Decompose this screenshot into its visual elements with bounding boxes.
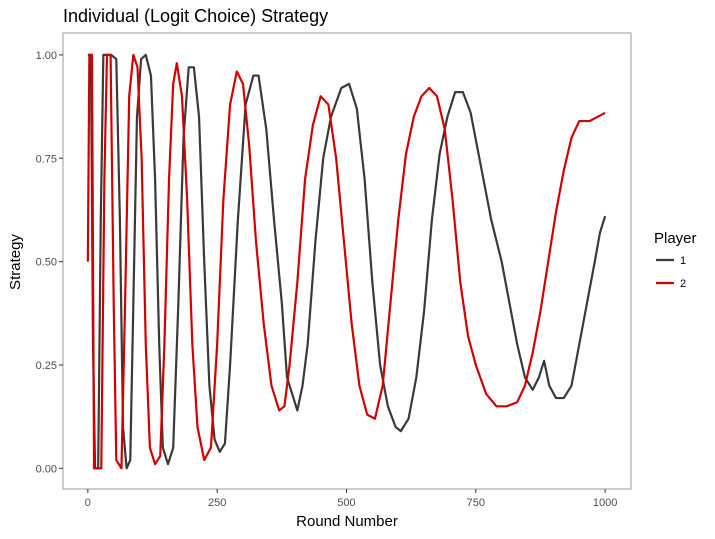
- y-axis-title: Strategy: [7, 234, 24, 290]
- x-tick-label: 500: [337, 497, 355, 509]
- chart-title: Individual (Logit Choice) Strategy: [63, 6, 328, 26]
- y-tick-label: 0.50: [36, 257, 57, 269]
- legend-label: 1: [680, 255, 686, 267]
- legend-label: 2: [680, 278, 686, 290]
- series-line: [87, 53, 607, 470]
- y-tick-label: 1.00: [36, 50, 57, 62]
- series-line: [86, 53, 606, 470]
- x-tick-label: 250: [208, 497, 226, 509]
- y-tick-label: 0.00: [36, 463, 57, 475]
- x-axis-title: Round Number: [296, 513, 398, 530]
- x-tick-label: 0: [85, 497, 91, 509]
- x-tick-label: 750: [467, 497, 485, 509]
- legend-title: Player: [654, 230, 697, 247]
- y-tick-label: 0.75: [36, 153, 57, 165]
- x-tick-label: 1000: [593, 497, 617, 509]
- y-tick-label: 0.25: [36, 360, 57, 372]
